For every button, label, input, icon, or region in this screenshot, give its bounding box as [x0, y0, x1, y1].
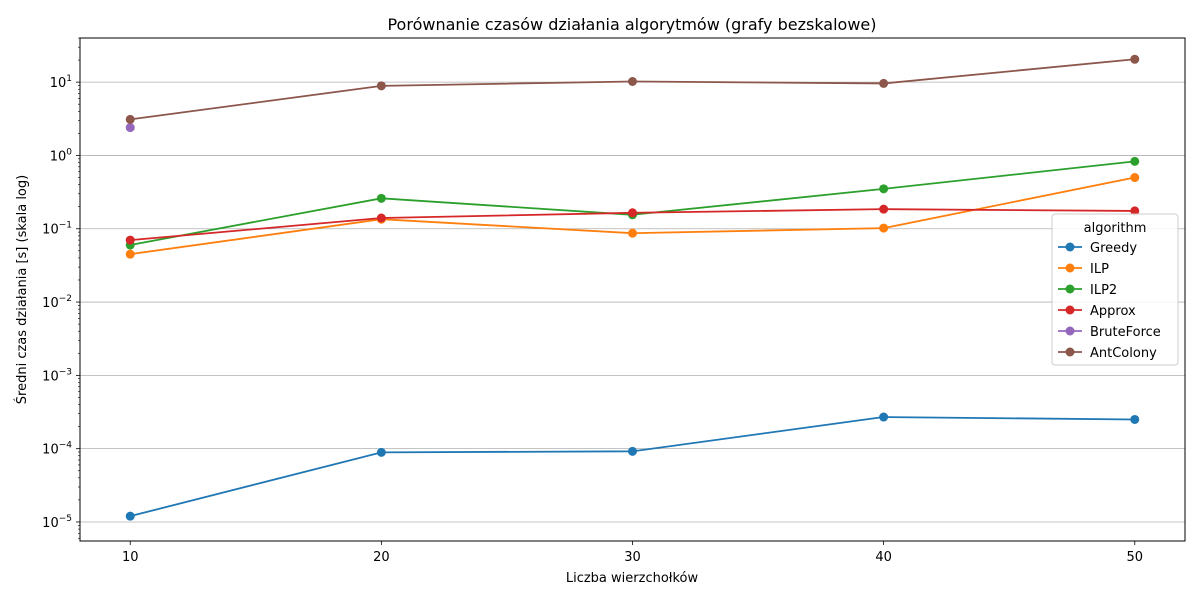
x-tick-label: 50	[1126, 550, 1143, 565]
x-axis-ticks: 10 20 30 40 50	[122, 541, 1143, 565]
legend-marker	[1065, 284, 1075, 294]
data-point	[879, 223, 889, 233]
legend-marker	[1065, 347, 1075, 357]
x-tick-label: 10	[122, 550, 139, 565]
legend: algorithm Greedy ILP ILP2 Approx BruteForce A…	[1051, 213, 1179, 366]
data-point	[879, 412, 889, 422]
data-point	[628, 446, 637, 456]
x-tick-label: 20	[373, 550, 390, 565]
legend-label: Approx	[1090, 304, 1136, 319]
legend-frame	[1051, 213, 1179, 366]
legend-item-approx: Approx	[1058, 304, 1136, 319]
y-tick-label: 10−1	[42, 221, 72, 238]
data-point	[125, 123, 135, 133]
data-point	[879, 78, 889, 88]
data-point	[125, 249, 135, 259]
y-tick-label: 100	[50, 147, 73, 164]
y-tick-label: 10−3	[42, 367, 72, 384]
data-point	[879, 184, 889, 194]
series-bruteforce	[125, 123, 135, 133]
data-point	[879, 204, 889, 214]
legend-items: Greedy ILP ILP2 Approx BruteForce AntColony	[1058, 241, 1161, 361]
data-point	[376, 193, 386, 203]
legend-label: Greedy	[1090, 241, 1137, 256]
y-axis-ticks: 10−5 10−4 10−3 10−2 10−1 100 101	[42, 37, 80, 539]
series-greedy	[125, 412, 1140, 521]
series-approx	[125, 204, 1140, 245]
x-axis-label: Liczba wierzchołków	[566, 571, 699, 586]
data-point	[125, 114, 135, 124]
x-tick-label: 30	[624, 550, 641, 565]
data-point	[1130, 173, 1140, 183]
data-point	[376, 447, 386, 457]
legend-label: AntColony	[1090, 346, 1157, 361]
y-tick-label: 101	[50, 74, 72, 91]
data-point	[628, 77, 637, 87]
chart-title: Porównanie czasów działania algorytmów (…	[387, 15, 876, 34]
data-point	[125, 511, 135, 521]
legend-item-ilp: ILP	[1058, 262, 1109, 277]
y-tick-label: 10−2	[42, 294, 72, 311]
legend-item-bruteforce: BruteForce	[1058, 325, 1161, 340]
legend-marker	[1065, 242, 1075, 252]
series-layer	[125, 54, 1140, 521]
data-point	[125, 235, 135, 245]
legend-marker	[1065, 263, 1075, 273]
data-point	[1130, 54, 1140, 64]
legend-label: ILP	[1090, 262, 1109, 277]
legend-label: ILP2	[1090, 283, 1117, 298]
legend-item-greedy: Greedy	[1058, 241, 1137, 256]
x-tick-label: 40	[875, 550, 892, 565]
data-point	[1130, 414, 1140, 424]
legend-item-ilp2: ILP2	[1058, 283, 1117, 298]
y-axis-label: Średni czas działania [s] (skala log)	[14, 175, 30, 404]
y-tick-label: 10−4	[42, 441, 72, 458]
series-antcolony	[125, 54, 1140, 124]
data-point	[376, 213, 386, 223]
data-point	[376, 81, 386, 91]
data-point	[628, 228, 637, 238]
data-point	[628, 208, 637, 218]
legend-title: algorithm	[1084, 221, 1147, 236]
legend-item-antcolony: AntColony	[1058, 346, 1157, 361]
data-point	[1130, 206, 1140, 216]
legend-marker	[1065, 305, 1075, 315]
data-point	[1130, 156, 1140, 166]
legend-label: BruteForce	[1090, 325, 1161, 340]
y-tick-label: 10−5	[42, 514, 72, 531]
legend-marker	[1065, 326, 1075, 336]
